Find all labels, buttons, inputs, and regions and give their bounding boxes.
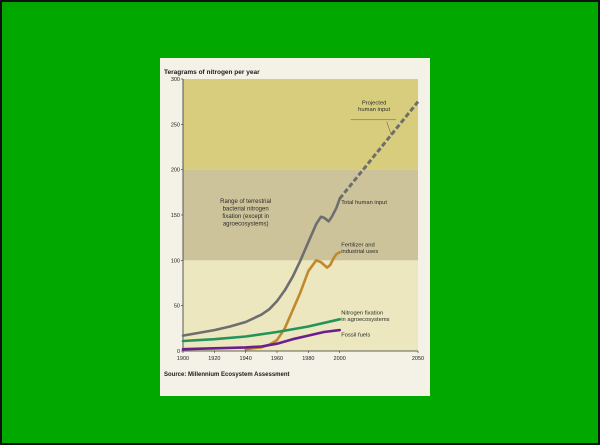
chart-title: Teragrams of nitrogen per year xyxy=(164,69,260,76)
x-tick-label: 1980 xyxy=(302,356,314,362)
shaded-band-0 xyxy=(183,260,418,351)
total-label-line: Total human input xyxy=(341,200,387,206)
shaded-band-1 xyxy=(183,169,418,261)
series-line-1 xyxy=(338,100,420,200)
y-tick-label: 100 xyxy=(171,258,180,264)
fixation-label-line: Nitrogen fixation xyxy=(341,311,383,317)
x-tick-label: 1960 xyxy=(271,356,283,362)
projected-label-line: Projected xyxy=(362,100,387,106)
x-tick-label: 2050 xyxy=(412,356,424,362)
x-tick-label: 1920 xyxy=(208,356,220,362)
range-label-line: bacterial nitrogen xyxy=(223,207,269,213)
y-tick-label: 250 xyxy=(171,122,180,128)
fossil-label: Fossil fuels xyxy=(341,332,370,338)
y-tick-label: 0 xyxy=(177,349,180,355)
fixation-label-line: in agroecosystems xyxy=(341,317,389,323)
range-label-line: Range of terrestrial xyxy=(220,199,271,205)
y-tick-label: 150 xyxy=(171,213,180,219)
series-line-2 xyxy=(244,250,341,351)
y-tick-label: 50 xyxy=(174,304,180,310)
projected-leader xyxy=(386,121,392,136)
x-tick-label: 1940 xyxy=(240,356,252,362)
x-tick-label: 1900 xyxy=(177,356,189,362)
series-line-0 xyxy=(181,197,341,337)
fossil-label-line: Fossil fuels xyxy=(341,332,370,338)
nitrogen-chart: 0 50 100 150 200 250 300 1900 1920 1940 1960 1980 20… xyxy=(164,69,424,378)
series-line-3 xyxy=(181,318,341,343)
projected-label-line: human input xyxy=(358,107,390,113)
total-label: Total human input xyxy=(341,200,387,206)
chart-source: Source: Millennium Ecosystem Assessment xyxy=(164,372,290,378)
y-tick-label: 200 xyxy=(171,168,180,174)
fertilizer-label-line: industrial uses xyxy=(341,249,378,255)
series-line-4 xyxy=(181,328,341,351)
x-tick-label: 2000 xyxy=(334,356,346,362)
fixation-label: Nitrogen fixation in agroecosystems xyxy=(341,311,389,324)
fertilizer-label-line: Fertilizer and xyxy=(341,243,375,249)
chart-figure: 0 50 100 150 200 250 300 1900 1920 1940 1960 1980 20… xyxy=(160,58,430,396)
range-label-line: fixation (except in xyxy=(222,214,269,220)
fertilizer-label: Fertilizer and industrial uses xyxy=(341,243,378,256)
range-label: Range of terrestrial bacterial nitrogen fi… xyxy=(220,199,271,228)
range-label-line: agroecosystems) xyxy=(223,222,269,228)
projected-label: Projected human input xyxy=(358,100,390,113)
shaded-band-2 xyxy=(183,79,418,170)
y-tick-label: 300 xyxy=(171,77,180,83)
